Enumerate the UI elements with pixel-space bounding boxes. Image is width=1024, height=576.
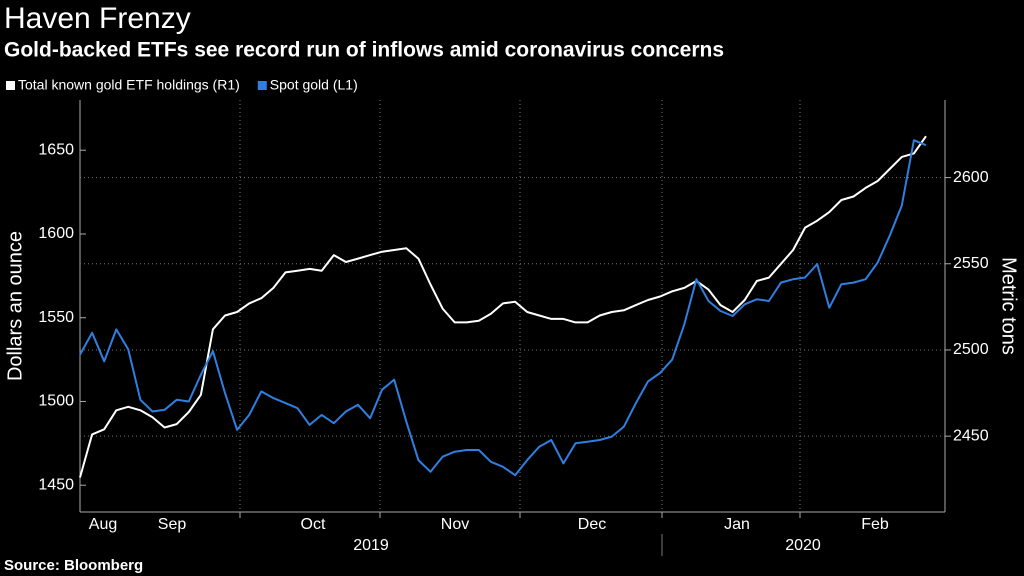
series-line bbox=[79, 135, 927, 478]
year-label: 2020 bbox=[785, 537, 821, 554]
y-tick-label: 1550 bbox=[38, 309, 74, 326]
legend-label: Total known gold ETF holdings (R1) bbox=[18, 77, 240, 93]
y-tick-label: 1500 bbox=[38, 393, 74, 410]
y-tick-label: 1600 bbox=[38, 225, 74, 242]
x-tick-label: Oct bbox=[301, 516, 326, 533]
series-line bbox=[79, 139, 927, 477]
y-axis-label: Dollars an ounce bbox=[4, 231, 26, 381]
legend-label: Spot gold (L1) bbox=[270, 77, 358, 93]
x-tick-label: Jan bbox=[724, 516, 750, 533]
year-label: 2019 bbox=[353, 537, 389, 554]
y2-tick-label: 2450 bbox=[953, 427, 989, 444]
y2-tick-label: 2500 bbox=[953, 341, 989, 358]
x-tick-label: Sep bbox=[158, 516, 187, 533]
y-tick-label: 1450 bbox=[38, 476, 74, 493]
chart-title: Haven Frenzy bbox=[4, 2, 191, 35]
y-tick-label: 1650 bbox=[38, 141, 74, 158]
x-tick-label: Feb bbox=[861, 516, 889, 533]
x-tick-label: Aug bbox=[89, 516, 117, 533]
legend-swatch bbox=[6, 81, 15, 90]
y2-tick-label: 2550 bbox=[953, 255, 989, 272]
y2-axis-label: Metric tons bbox=[998, 257, 1020, 355]
x-tick-label: Dec bbox=[578, 516, 606, 533]
x-tick-label: Nov bbox=[441, 516, 469, 533]
legend-swatch bbox=[257, 81, 267, 90]
y2-tick-label: 2600 bbox=[953, 169, 989, 186]
chart-subtitle: Gold-backed ETFs see record run of inflo… bbox=[4, 39, 724, 62]
source: Source: Bloomberg bbox=[4, 557, 143, 574]
